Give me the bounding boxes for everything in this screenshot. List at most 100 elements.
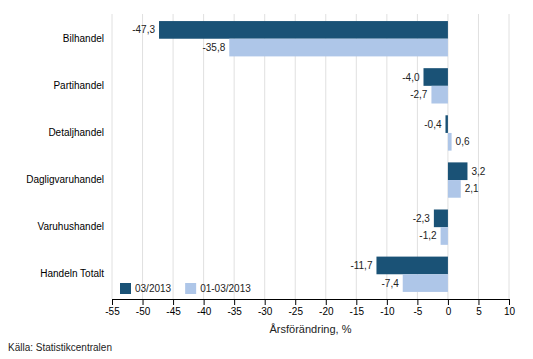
- tick-mark: [356, 299, 357, 305]
- bar: [441, 227, 448, 245]
- bar: [403, 274, 448, 292]
- tick-mark: [234, 299, 235, 305]
- tick-mark: [478, 299, 479, 305]
- data-labels: -47,3-4,0-0,43,2-2,3-11,7-35,8-2,70,62,1…: [132, 24, 486, 288]
- data-label: -2,3: [413, 213, 431, 224]
- chart: -55-50-45-40-35-30-25-20-15-10-50510Bilh…: [0, 0, 533, 359]
- tick: Dagligvaruhandel: [26, 174, 112, 185]
- tick-label: -55: [105, 306, 120, 317]
- tick: -40: [197, 299, 212, 317]
- grid: [112, 14, 509, 299]
- tick-label: 5: [476, 306, 482, 317]
- tick-label: 0: [446, 306, 452, 317]
- bar: [159, 21, 448, 39]
- axis-line: [113, 300, 510, 306]
- tick-label: -25: [289, 306, 304, 317]
- tick-mark: [448, 299, 449, 305]
- tick-label: Varuhushandel: [37, 221, 104, 232]
- tick: -10: [380, 299, 395, 317]
- bar: [229, 39, 448, 57]
- tick-label: -40: [197, 306, 212, 317]
- grid-line: [509, 14, 510, 299]
- tick-mark: [112, 299, 113, 305]
- tick: Handeln Totalt: [40, 268, 112, 279]
- grid-line: [356, 14, 357, 299]
- tick: 0: [446, 299, 452, 317]
- legend-item: 03/2013: [120, 283, 172, 294]
- tick-mark: [509, 299, 510, 305]
- bar: [423, 68, 447, 86]
- data-label: 2,1: [465, 183, 479, 194]
- tick: Detaljhandel: [48, 127, 112, 138]
- tick-label: -30: [258, 306, 273, 317]
- x-axis: -55-50-45-40-35-30-25-20-15-10-50510: [105, 299, 515, 317]
- bar: [448, 133, 452, 151]
- bar: [448, 162, 468, 180]
- tick-label: -45: [166, 306, 181, 317]
- grid-line: [112, 14, 113, 299]
- tick-mark: [387, 299, 388, 305]
- legend-swatch: [185, 283, 196, 294]
- tick: 10: [504, 299, 516, 317]
- grid-line: [142, 14, 143, 299]
- tick-label: -20: [319, 306, 334, 317]
- bar: [376, 257, 447, 275]
- tick-label: -50: [136, 306, 151, 317]
- tick-mark: [204, 299, 205, 305]
- tick: Partihandel: [53, 80, 112, 91]
- bar: [434, 209, 448, 227]
- tick-label: -10: [380, 306, 395, 317]
- data-label: -2,7: [410, 89, 428, 100]
- tick-mark: [143, 299, 144, 305]
- tick: -35: [227, 299, 242, 317]
- data-label: -1,2: [419, 230, 437, 241]
- bar: [448, 180, 461, 198]
- legend: 03/2013 01-03/2013: [120, 283, 251, 294]
- grid-line: [173, 14, 174, 299]
- y-axis: Bilhandel Partihandel Detaljhandel Dagligva…: [26, 33, 112, 280]
- tick: -55: [105, 299, 120, 317]
- legend-label: 03/2013: [135, 283, 172, 294]
- plot-area: -55-50-45-40-35-30-25-20-15-10-50510Bilh…: [26, 14, 515, 335]
- tick: -25: [289, 299, 304, 317]
- grid-line: [234, 14, 235, 299]
- data-label: 0,6: [456, 136, 470, 147]
- tick: 5: [476, 299, 482, 317]
- bar: [445, 115, 447, 133]
- tick-mark: [265, 299, 266, 305]
- grid-line: [203, 14, 204, 299]
- legend-item: 01-03/2013: [185, 283, 251, 294]
- grid-line: [447, 14, 448, 299]
- data-label: -7,4: [381, 278, 399, 289]
- tick: -15: [350, 299, 365, 317]
- grid-line: [295, 14, 296, 299]
- tick-label: -5: [413, 306, 422, 317]
- data-label: -35,8: [202, 42, 225, 53]
- tick-label: Partihandel: [53, 80, 104, 91]
- tick: -50: [136, 299, 151, 317]
- tick-label: Bilhandel: [63, 33, 104, 44]
- series: [229, 39, 460, 292]
- tick-label: -35: [227, 306, 242, 317]
- tick-label: 10: [504, 306, 516, 317]
- tick-mark: [417, 299, 418, 305]
- legend-swatch: [120, 283, 131, 294]
- tick: Bilhandel: [63, 33, 112, 44]
- tick-mark: [326, 299, 327, 305]
- tick-mark: [173, 299, 174, 305]
- grid-line: [325, 14, 326, 299]
- data-label: -11,7: [350, 260, 372, 271]
- tick-mark: [295, 299, 296, 305]
- x-axis-title: Årsförändring, %: [270, 323, 352, 335]
- data-label: -4,0: [402, 72, 420, 83]
- tick-label: Dagligvaruhandel: [26, 174, 104, 185]
- data-label: -0,4: [424, 119, 442, 130]
- tick-label: -15: [350, 306, 365, 317]
- tick: -20: [319, 299, 334, 317]
- series: [159, 21, 467, 274]
- tick-label: Handeln Totalt: [40, 268, 104, 279]
- grid-line: [264, 14, 265, 299]
- tick: -30: [258, 299, 273, 317]
- tick: Varuhushandel: [37, 221, 112, 232]
- legend-label: 01-03/2013: [200, 283, 251, 294]
